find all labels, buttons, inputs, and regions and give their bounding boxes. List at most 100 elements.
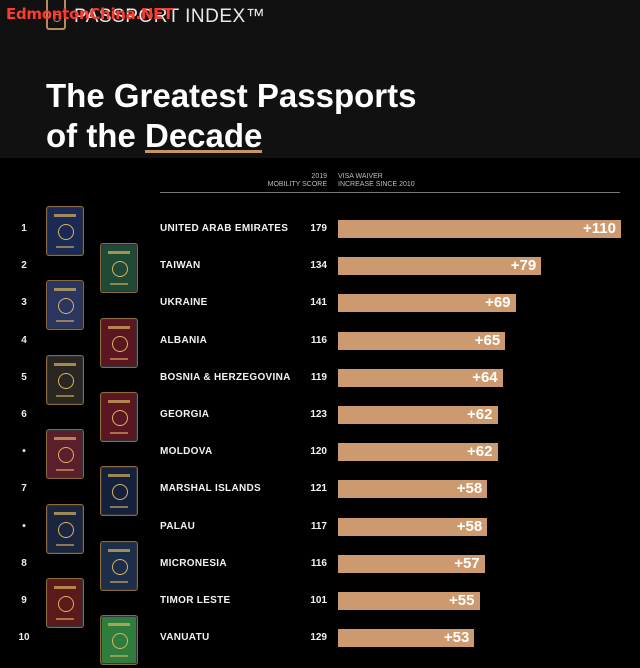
increase-value-label: +62 xyxy=(467,443,493,461)
country-label: TIMOR LESTE xyxy=(160,595,231,606)
passport-decoration xyxy=(56,469,74,472)
passport-cover-icon xyxy=(47,430,83,479)
passport-decoration xyxy=(108,400,130,403)
increase-bar: +65 xyxy=(338,331,506,350)
mobility-score: 141 xyxy=(310,297,327,309)
mobility-score: 120 xyxy=(310,446,327,458)
increase-value-label: +53 xyxy=(443,629,470,647)
watermark: EdmontonChina.NET xyxy=(6,5,174,23)
rank-label: 6 xyxy=(21,409,27,420)
score-column-header: 2019 MOBILITY SCORE xyxy=(250,173,327,189)
header-divider xyxy=(160,192,620,193)
rank-label: 2 xyxy=(21,260,27,272)
increase-bar: +53 xyxy=(338,629,475,648)
increase-bar: +57 xyxy=(338,554,485,573)
increase-column-header: VISA WAIVER INCREASE SINCE 2010 xyxy=(338,173,415,189)
increase-value-label: +58 xyxy=(456,480,483,498)
passport-cover-icon xyxy=(101,467,137,516)
passport-cover-icon xyxy=(47,355,83,404)
rank-label: 9 xyxy=(21,595,27,606)
mobility-score: 116 xyxy=(310,557,327,569)
increase-value-label: +65 xyxy=(474,331,501,349)
passport-emblem-icon xyxy=(58,372,74,389)
passport-emblem-icon xyxy=(112,633,128,650)
increase-bar: +64 xyxy=(338,368,503,387)
passport-decoration xyxy=(54,214,76,217)
increase-value-label: +55 xyxy=(449,592,475,609)
increase-bar: +55 xyxy=(338,592,480,610)
increase-value-label: +58 xyxy=(456,517,483,535)
passport-cover-icon xyxy=(101,244,137,293)
passport-cover-icon xyxy=(101,393,137,441)
passport-cover-icon xyxy=(47,504,83,553)
rank-label: 7 xyxy=(21,483,27,495)
country-label: UKRAINE xyxy=(160,297,208,309)
passport-emblem-icon xyxy=(112,558,128,575)
passport-decoration xyxy=(110,655,128,658)
passport-decoration xyxy=(110,580,128,583)
passport-emblem-icon xyxy=(58,596,74,612)
passport-decoration xyxy=(54,586,76,589)
increase-value-label: +62 xyxy=(467,406,493,423)
increase-header-line-2: INCREASE SINCE 2010 xyxy=(338,181,415,188)
rank-label: 1 xyxy=(21,223,27,234)
passport-cover-icon xyxy=(101,541,137,590)
passport-cover-icon xyxy=(47,579,83,627)
mobility-score: 101 xyxy=(310,595,327,606)
passport-cover-icon xyxy=(101,318,137,367)
passport-logo-icon xyxy=(46,0,66,30)
rank-label: 8 xyxy=(21,557,27,569)
rank-label: 4 xyxy=(21,334,27,346)
passport-decoration xyxy=(108,474,130,478)
increase-bar: +62 xyxy=(338,443,498,462)
passport-decoration xyxy=(54,437,76,441)
mobility-score: 123 xyxy=(310,409,327,420)
country-label: BOSNIA & HERZEGOVINA xyxy=(160,371,291,383)
passport-decoration xyxy=(54,511,76,515)
passport-decoration xyxy=(108,548,130,552)
title-line-2: of the Decade xyxy=(46,116,416,156)
increase-value-label: +110 xyxy=(583,220,616,237)
mobility-score: 117 xyxy=(310,520,327,532)
increase-bar: +79 xyxy=(338,257,542,276)
score-header-line-1: 2019 xyxy=(311,173,327,180)
increase-bar: +58 xyxy=(338,517,488,536)
passport-decoration xyxy=(108,623,130,627)
increase-bar: +62 xyxy=(338,406,498,424)
country-label: MICRONESIA xyxy=(160,557,227,569)
mobility-score: 119 xyxy=(310,371,327,383)
passport-emblem-icon xyxy=(58,521,74,538)
passport-decoration xyxy=(110,283,128,286)
passport-decoration xyxy=(54,362,76,366)
mobility-score: 179 xyxy=(310,223,327,234)
increase-value-label: +79 xyxy=(510,257,537,275)
country-label: UNITED ARAB EMIRATES xyxy=(160,223,289,234)
page-title: The Greatest Passports of the Decade xyxy=(46,76,416,156)
passport-cover-icon xyxy=(47,207,83,255)
passport-emblem-icon xyxy=(112,484,128,501)
passport-decoration xyxy=(110,506,128,509)
mobility-score: 116 xyxy=(310,334,327,346)
country-label: ALBANIA xyxy=(160,334,208,346)
passport-decoration xyxy=(108,251,130,255)
country-label: MOLDOVA xyxy=(160,446,213,458)
mobility-score: 121 xyxy=(310,483,327,495)
passport-emblem-icon xyxy=(58,298,74,315)
header-panel: PASSPORT INDEX™ EdmontonChina.NET The Gr… xyxy=(0,0,640,158)
title-highlight: Decade xyxy=(144,117,263,154)
title-line-2-prefix: of the xyxy=(46,117,145,154)
passport-decoration xyxy=(56,320,74,323)
passport-decoration xyxy=(110,432,128,434)
passport-emblem-icon xyxy=(58,447,74,464)
passport-emblem-icon xyxy=(58,224,74,240)
brand-name: PASSPORT INDEX™ xyxy=(74,6,266,27)
passport-emblem-icon xyxy=(112,261,128,278)
increase-value-label: +64 xyxy=(472,368,498,386)
rank-label: 10 xyxy=(18,632,30,644)
passport-cover-icon xyxy=(101,616,137,665)
rank-label: 5 xyxy=(21,371,27,383)
passport-emblem-icon xyxy=(112,335,128,352)
title-line-1: The Greatest Passports xyxy=(46,77,417,114)
rank-label: • xyxy=(22,520,26,532)
passport-decoration xyxy=(56,246,74,248)
